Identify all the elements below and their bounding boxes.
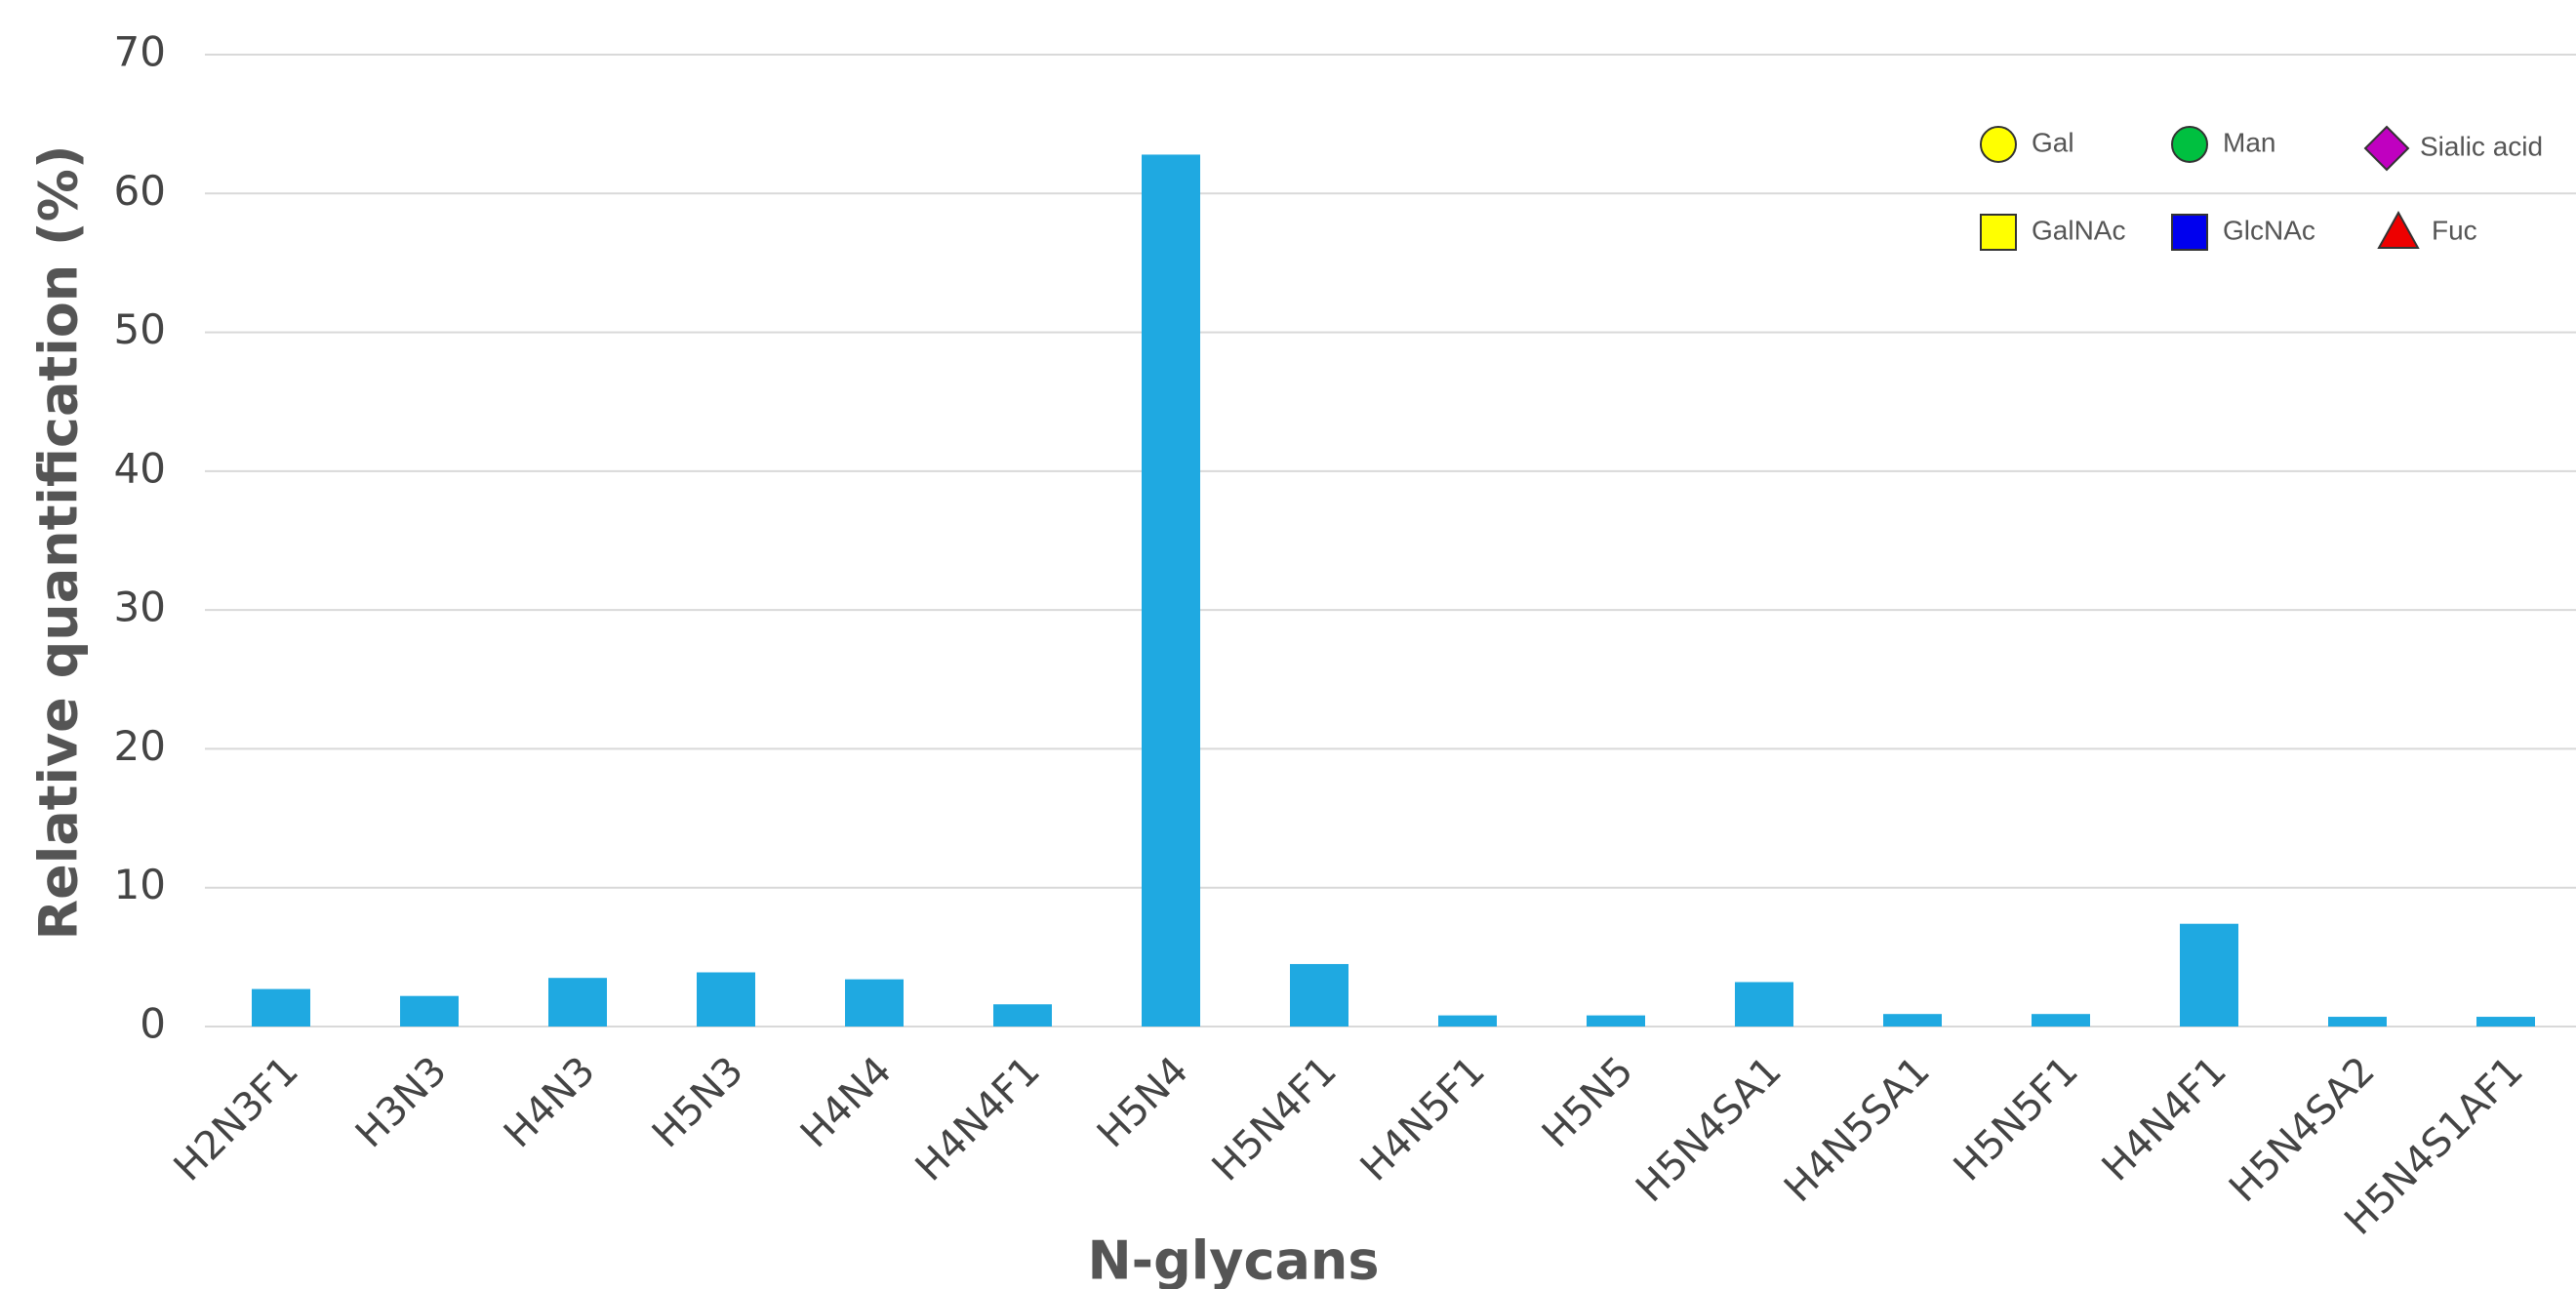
legend-symbol [1981,215,2016,250]
legend-label: Fuc [2432,215,2477,245]
x-tick-label: H5N4SA2 [2221,1048,2384,1211]
chart: N-glycans Relative quantification (%) 0 1… [0,0,2576,1289]
x-tick-label: H5N4SA1 [1628,1048,1791,1211]
bar [2476,1017,2535,1027]
bar [2180,924,2238,1027]
bar [845,980,904,1027]
x-tick-label: H5N3 [644,1048,752,1156]
legend-symbol [2172,215,2207,250]
bar [400,996,459,1027]
x-tick-label: H4N5SA1 [1776,1048,1939,1211]
y-axis-title: Relative quantification (%) [28,144,90,940]
y-tick-label: 50 [114,305,166,353]
x-tick-label: H4N4F1 [2094,1048,2235,1189]
bar [1735,982,1793,1027]
legend-label: GalNAc [2032,215,2125,245]
bar [2328,1017,2387,1027]
y-tick-label: 20 [114,722,166,770]
legend-label: Man [2223,127,2275,157]
legend-symbol [2365,127,2408,170]
bar [1290,964,1348,1027]
bar [2032,1014,2090,1027]
bar [1883,1014,1942,1027]
y-tick-label: 40 [114,444,166,492]
bar [993,1004,1052,1027]
x-tick-label: H4N4 [792,1048,901,1156]
legend-symbol [2172,127,2207,162]
bar [1587,1016,1645,1027]
y-tick-label: 30 [114,584,166,631]
legend-label: Gal [2032,127,2074,157]
legend-symbol [2379,213,2418,248]
bar [548,978,607,1027]
x-axis-title: N-glycans [1087,1230,1379,1289]
x-tick-label: H5N4F1 [1204,1048,1346,1189]
y-tick-label: 10 [114,861,166,908]
bar [1142,154,1200,1027]
x-tick-label: H4N5F1 [1352,1048,1494,1189]
bar [1438,1016,1497,1027]
y-tick-label: 70 [114,28,166,76]
x-tick-label: H5N4 [1089,1048,1197,1156]
legend-label: GlcNAc [2223,215,2315,245]
x-tick-label: H2N3F1 [166,1048,307,1189]
legend-label: Sialic acid [2420,131,2543,161]
x-tick-label: H5N5 [1534,1048,1642,1156]
y-tick-label: 60 [114,167,166,215]
page: N-glycans Relative quantification (%) 0 1… [0,0,2576,1289]
x-tick-label: H4N3 [496,1048,604,1156]
x-tick-label: H5N5F1 [1946,1048,2087,1189]
bar [697,973,755,1027]
bar [252,989,310,1027]
legend-symbol [1981,127,2016,162]
x-tick-label: H4N4F1 [907,1048,1049,1189]
y-tick-label: 0 [140,1000,166,1048]
x-tick-label: H3N3 [347,1048,456,1156]
